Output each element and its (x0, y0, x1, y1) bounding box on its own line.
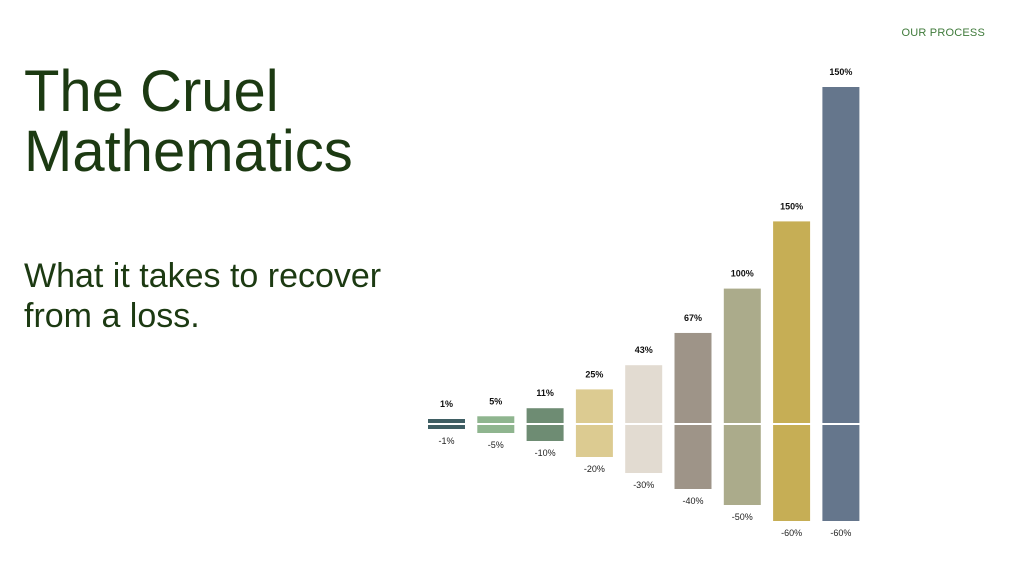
gain-label: 43% (635, 345, 653, 355)
gain-bar (477, 416, 515, 423)
loss-label: -10% (535, 448, 556, 458)
loss-bar (477, 425, 515, 433)
slide-subtitle: What it takes to recover from a loss. (24, 257, 382, 335)
loss-label: -50% (732, 512, 753, 522)
loss-bar (428, 425, 465, 429)
loss-bar (625, 425, 663, 473)
gain-label: 150% (829, 67, 852, 77)
gain-bar (575, 389, 613, 423)
gain-bar (625, 365, 663, 423)
section-label: OUR PROCESS (901, 27, 985, 39)
gain-label: 150% (780, 201, 803, 211)
gain-label: 67% (684, 313, 702, 323)
gain-bar (773, 221, 811, 423)
loss-label: -60% (781, 528, 802, 538)
gain-label: 5% (489, 396, 502, 406)
loss-label: -20% (584, 464, 605, 474)
loss-label: -1% (438, 436, 454, 446)
loss-bar (674, 425, 712, 489)
gain-label: 1% (440, 399, 453, 409)
loss-bar (822, 425, 860, 521)
gain-bar (723, 288, 761, 423)
loss-label: -60% (830, 528, 851, 538)
gain-bar (428, 419, 465, 423)
gain-bar (822, 87, 860, 423)
loss-bar (773, 425, 811, 521)
loss-bar (575, 425, 613, 457)
loss-label: -5% (488, 440, 504, 450)
gain-bar (526, 408, 564, 423)
gain-label: 11% (536, 388, 554, 398)
loss-bar (723, 425, 761, 505)
loss-label: -40% (682, 496, 703, 506)
gain-bar (674, 332, 712, 423)
gain-label: 100% (731, 269, 754, 279)
gain-label: 25% (585, 369, 603, 379)
loss-label: -30% (633, 480, 654, 490)
slide-title: The Cruel Mathematics (24, 59, 353, 184)
loss-bar (526, 425, 564, 441)
